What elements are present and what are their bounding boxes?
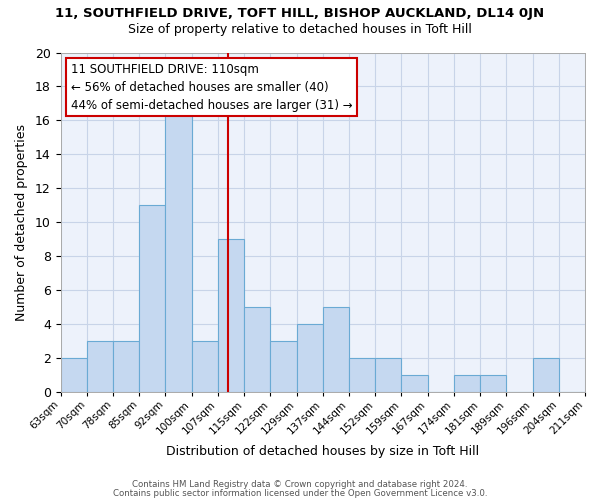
Text: Contains public sector information licensed under the Open Government Licence v3: Contains public sector information licen… (113, 489, 487, 498)
Bar (533, 358, 559, 392)
Bar (375, 358, 401, 392)
Bar (480, 376, 506, 392)
Text: 11, SOUTHFIELD DRIVE, TOFT HILL, BISHOP AUCKLAND, DL14 0JN: 11, SOUTHFIELD DRIVE, TOFT HILL, BISHOP … (55, 8, 545, 20)
Bar (296, 324, 323, 392)
Text: 11 SOUTHFIELD DRIVE: 110sqm
← 56% of detached houses are smaller (40)
44% of sem: 11 SOUTHFIELD DRIVE: 110sqm ← 56% of det… (71, 62, 353, 112)
X-axis label: Distribution of detached houses by size in Toft Hill: Distribution of detached houses by size … (166, 444, 479, 458)
Bar (191, 342, 218, 392)
Bar (271, 342, 296, 392)
Text: Size of property relative to detached houses in Toft Hill: Size of property relative to detached ho… (128, 22, 472, 36)
Bar (454, 376, 480, 392)
Bar (218, 240, 244, 392)
Bar (401, 376, 428, 392)
Bar (113, 342, 139, 392)
Bar (323, 308, 349, 392)
Bar (139, 206, 166, 392)
Bar (349, 358, 375, 392)
Bar (244, 308, 271, 392)
Bar (61, 358, 87, 392)
Y-axis label: Number of detached properties: Number of detached properties (15, 124, 28, 321)
Bar (87, 342, 113, 392)
Bar (166, 86, 191, 393)
Text: Contains HM Land Registry data © Crown copyright and database right 2024.: Contains HM Land Registry data © Crown c… (132, 480, 468, 489)
